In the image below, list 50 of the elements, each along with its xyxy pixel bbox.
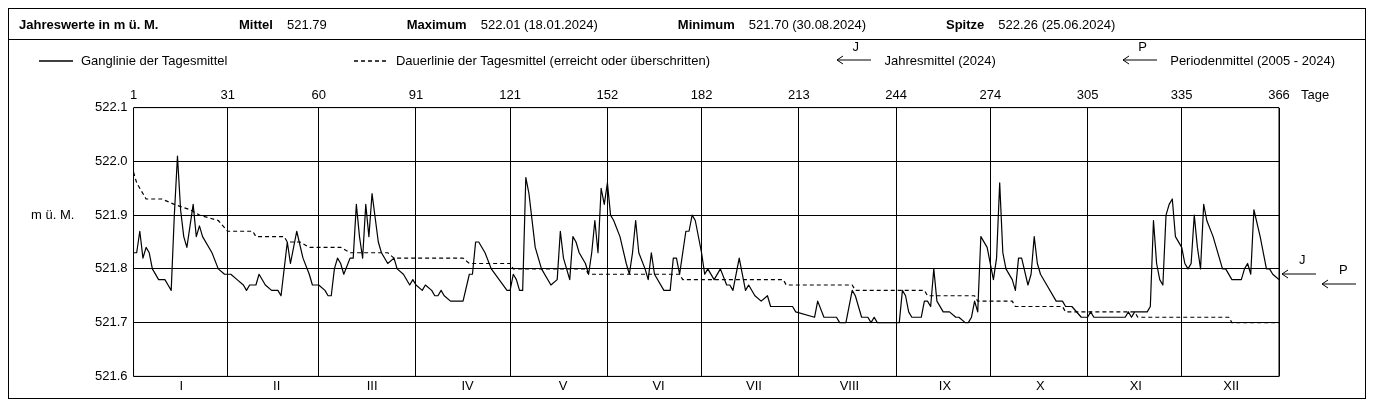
x2-tick-label: 121 xyxy=(499,87,521,103)
text: J xyxy=(852,39,859,54)
legend-label: Ganglinie der Tagesmittel xyxy=(80,52,228,68)
x-tick-label: IV xyxy=(461,377,475,393)
text: P xyxy=(1138,39,1147,54)
x-tick-label: XII xyxy=(1223,377,1240,393)
x2-tick-label: 335 xyxy=(1170,87,1193,103)
x2-tick-label: 1 xyxy=(129,87,138,103)
legend-label: Dauerlinie der Tagesmittel (erreicht oder überschritten) xyxy=(394,52,710,68)
y-tick-label: 521.7 xyxy=(94,314,128,330)
x-tick-label: II xyxy=(273,377,281,393)
x2-tick-label: 305 xyxy=(1076,87,1099,103)
x-tick-label: VI xyxy=(652,377,665,393)
x2-tick-label: 152 xyxy=(596,87,619,103)
text: Maximum xyxy=(406,16,467,32)
x-tick-label: X xyxy=(1036,377,1046,393)
y-tick-label: 522.0 xyxy=(94,152,128,168)
text: 521.70 (30.08.2024) xyxy=(748,16,866,32)
x-tick-label: VIII xyxy=(839,377,860,393)
text: Minimum xyxy=(677,16,735,32)
text: Jahresmittel (2024) xyxy=(884,52,996,68)
y-tick-label: 521.8 xyxy=(94,260,128,276)
x2-tick-label: 244 xyxy=(885,87,907,103)
x-tick-label: XI xyxy=(1129,377,1142,393)
y-tick-label: 522.1 xyxy=(94,99,128,115)
x2-tick-label: 182 xyxy=(690,87,713,103)
text: J xyxy=(1299,252,1306,268)
y-axis-title: m ü. M. xyxy=(31,206,75,222)
text: P xyxy=(1339,262,1348,278)
x2-tick-label: 213 xyxy=(787,87,810,103)
x-tick-label: VII xyxy=(746,377,762,393)
x2-tick-label: 366 xyxy=(1268,87,1290,103)
x2-tick-label: 60 xyxy=(311,87,326,103)
y-tick-label: 521.6 xyxy=(94,367,128,383)
x-tick-label: I xyxy=(179,377,184,393)
x2-tick-label: 91 xyxy=(408,87,424,103)
x2-tick-label: 274 xyxy=(979,87,1002,103)
x2-tick-label: 31 xyxy=(220,87,235,103)
text: 521.79 xyxy=(286,16,327,32)
x-tick-label: V xyxy=(558,377,568,393)
text: Spitze xyxy=(945,16,985,32)
text: Periodenmittel (2005 - 2024) xyxy=(1170,52,1335,68)
text: 522.26 (25.06.2024) xyxy=(998,16,1116,32)
x-tick-label: IX xyxy=(938,377,952,393)
chart-title: Jahreswerte in m ü. M. xyxy=(19,16,160,32)
y-tick-label: 521.9 xyxy=(94,206,128,222)
x-tick-label: III xyxy=(366,377,378,393)
x2-axis-title: Tage xyxy=(1301,87,1330,103)
text: 522.01 (18.01.2024) xyxy=(480,16,598,32)
text: Mittel xyxy=(239,16,273,32)
